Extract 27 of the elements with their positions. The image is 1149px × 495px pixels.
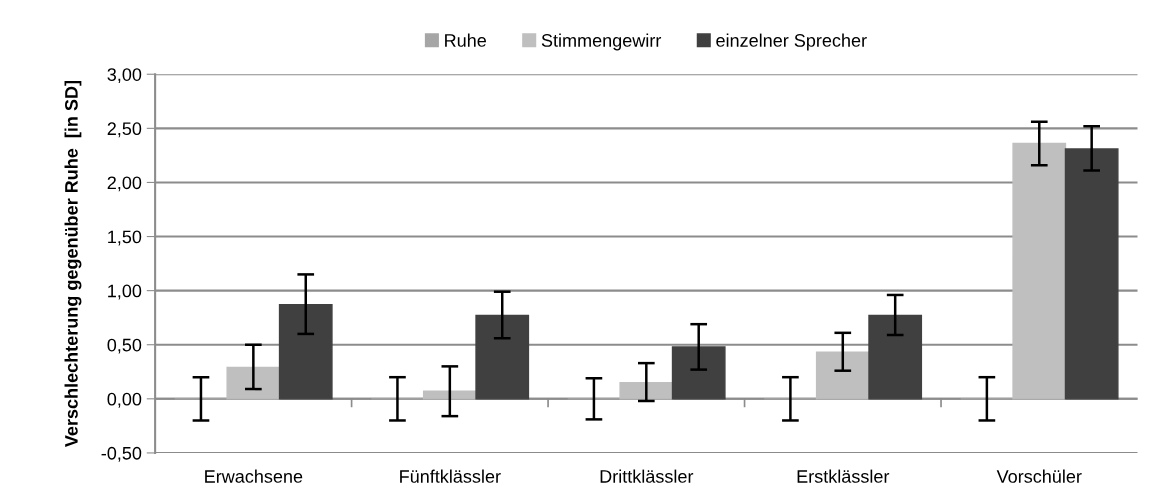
bar <box>619 381 674 400</box>
legend-label: Stimmengewirr <box>541 33 662 51</box>
y-tick-label: 2,50 <box>107 122 142 138</box>
y-axis-title: Verschlechterung gegenüber Ruhe [in SD] <box>64 80 82 448</box>
x-tick-label: Erstklässler <box>797 469 890 483</box>
y-tick-label: 2,00 <box>107 176 142 192</box>
y-tick-label: 0,00 <box>107 392 142 408</box>
legend-label: Ruhe <box>445 33 486 47</box>
y-tick-label: 0,50 <box>107 338 142 354</box>
x-tick-label: Vorschüler <box>996 469 1082 483</box>
bar <box>1012 142 1067 400</box>
bar <box>226 366 281 400</box>
y-tick-label: 1,00 <box>108 284 142 300</box>
y-tick-label: -0,50 <box>101 446 142 462</box>
bar <box>671 346 726 400</box>
bar <box>1064 148 1119 400</box>
bar <box>475 314 530 400</box>
x-tick-label: Drittklässler <box>600 469 694 483</box>
y-tick-label: 1,50 <box>108 230 142 246</box>
bar <box>815 351 870 400</box>
y-tick-label: 3,00 <box>107 68 142 84</box>
x-tick-label: Fünftklässler <box>400 469 501 483</box>
x-tick-label: Erwachsene <box>205 469 303 483</box>
legend-label: einzelner Sprecher <box>716 33 867 51</box>
bar <box>868 314 923 400</box>
bar <box>278 304 333 400</box>
bar <box>422 390 477 400</box>
